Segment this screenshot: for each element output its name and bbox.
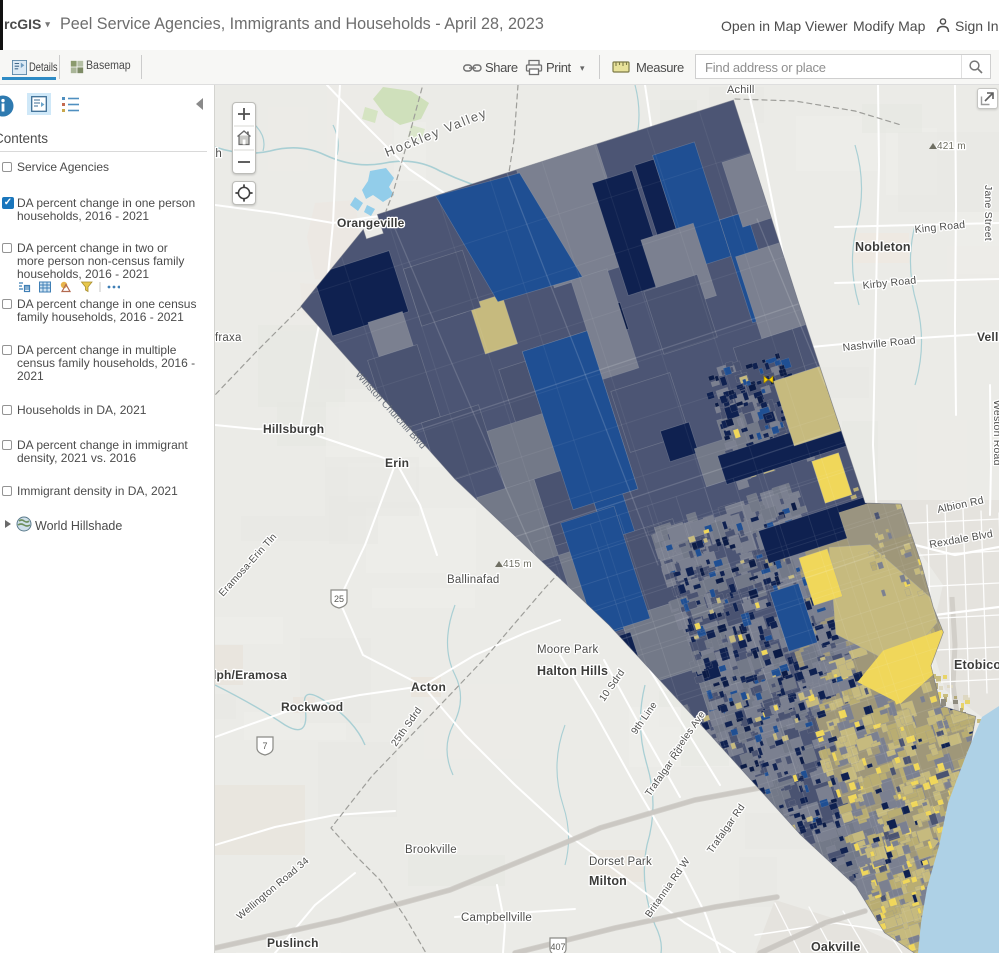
- svg-text:Nobleton: Nobleton: [855, 240, 911, 254]
- svg-text:Etobicoke: Etobicoke: [954, 658, 999, 672]
- svg-text:Jane Street: Jane Street: [982, 185, 994, 241]
- svg-text:Vellore: Vellore: [977, 330, 999, 344]
- svg-text:Weston Road: Weston Road: [991, 400, 999, 466]
- svg-text:Ballinafad: Ballinafad: [447, 574, 500, 586]
- svg-text:Rockwood: Rockwood: [281, 700, 343, 714]
- svg-text:fraxa: fraxa: [215, 332, 242, 344]
- svg-text:Erin: Erin: [385, 456, 409, 470]
- svg-text:421 m: 421 m: [937, 141, 966, 152]
- svg-text:Achill: Achill: [727, 85, 755, 96]
- svg-text:Halton Hills: Halton Hills: [537, 664, 608, 678]
- svg-text:407: 407: [550, 942, 565, 952]
- svg-text:Puslinch: Puslinch: [267, 936, 319, 950]
- svg-text:Milton: Milton: [589, 874, 627, 888]
- svg-text:Dorset Park: Dorset Park: [589, 856, 652, 868]
- svg-text:415 m: 415 m: [503, 559, 532, 570]
- svg-text:Guelph/Eramosa: Guelph/Eramosa: [215, 668, 287, 682]
- svg-text:Campbellville: Campbellville: [461, 912, 532, 924]
- svg-text:Orangeville: Orangeville: [337, 216, 405, 230]
- svg-text:7: 7: [262, 741, 267, 751]
- svg-text:th: th: [215, 148, 222, 160]
- svg-text:Oakville: Oakville: [811, 940, 861, 953]
- svg-text:Hillsburgh: Hillsburgh: [263, 422, 324, 436]
- svg-text:25: 25: [334, 594, 344, 604]
- svg-text:Acton: Acton: [411, 680, 446, 694]
- svg-text:Moore Park: Moore Park: [537, 644, 598, 656]
- svg-text:Brookville: Brookville: [405, 844, 457, 856]
